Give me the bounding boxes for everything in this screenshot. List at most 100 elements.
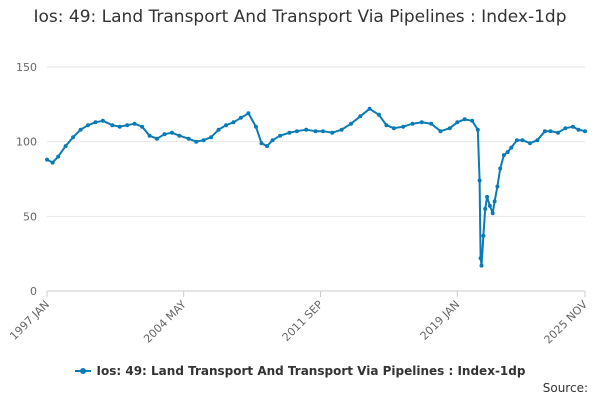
data-point[interactable] bbox=[505, 150, 510, 155]
data-point[interactable] bbox=[481, 233, 486, 238]
data-point[interactable] bbox=[253, 124, 258, 129]
data-point[interactable] bbox=[63, 144, 68, 149]
data-point[interactable] bbox=[576, 127, 581, 132]
data-point[interactable] bbox=[224, 123, 228, 128]
data-point[interactable] bbox=[155, 136, 159, 141]
data-point[interactable] bbox=[125, 123, 130, 128]
data-point[interactable] bbox=[169, 130, 174, 135]
data-point[interactable] bbox=[548, 129, 553, 134]
data-point[interactable] bbox=[86, 123, 90, 128]
data-point[interactable] bbox=[376, 112, 381, 117]
data-point[interactable] bbox=[56, 154, 61, 159]
y-tick-label: 0 bbox=[30, 285, 37, 298]
data-point[interactable] bbox=[583, 129, 587, 134]
data-point[interactable] bbox=[492, 199, 497, 204]
y-tick-label: 50 bbox=[23, 210, 37, 223]
chart-title: Ios: 49: Land Transport And Transport Vi… bbox=[33, 7, 567, 27]
x-tick-label: 2004 MAY bbox=[141, 298, 189, 346]
data-point[interactable] bbox=[147, 133, 152, 138]
data-point[interactable] bbox=[475, 127, 480, 132]
data-point[interactable] bbox=[462, 117, 467, 122]
data-point[interactable] bbox=[477, 178, 482, 183]
data-point[interactable] bbox=[485, 194, 490, 199]
x-tick-label: 1997 JAN bbox=[7, 298, 52, 343]
data-point[interactable] bbox=[50, 160, 55, 165]
data-point[interactable] bbox=[391, 126, 396, 131]
legend[interactable]: Ios: 49: Land Transport And Transport Vi… bbox=[0, 364, 600, 379]
data-point[interactable] bbox=[110, 123, 115, 128]
data-point[interactable] bbox=[238, 115, 243, 120]
data-point[interactable] bbox=[478, 256, 483, 261]
data-point[interactable] bbox=[470, 118, 475, 123]
data-point[interactable] bbox=[304, 127, 309, 132]
data-point[interactable] bbox=[563, 126, 568, 131]
data-point[interactable] bbox=[455, 120, 460, 125]
data-point[interactable] bbox=[384, 123, 389, 128]
data-point[interactable] bbox=[487, 203, 492, 208]
data-point[interactable] bbox=[542, 129, 547, 134]
data-point[interactable] bbox=[100, 118, 105, 123]
data-point[interactable] bbox=[194, 139, 199, 144]
data-point[interactable] bbox=[287, 130, 292, 135]
y-tick-label: 100 bbox=[16, 136, 37, 149]
data-point[interactable] bbox=[278, 133, 283, 138]
series-layer bbox=[45, 106, 587, 268]
data-point[interactable] bbox=[429, 121, 434, 126]
x-tick-label: 2025 NOV bbox=[542, 298, 591, 347]
data-point[interactable] bbox=[410, 121, 415, 126]
data-point[interactable] bbox=[556, 130, 560, 135]
data-point[interactable] bbox=[140, 124, 145, 129]
data-point[interactable] bbox=[438, 129, 443, 134]
data-point[interactable] bbox=[321, 129, 325, 134]
data-point[interactable] bbox=[339, 127, 344, 132]
data-point[interactable] bbox=[447, 126, 452, 131]
data-point[interactable] bbox=[401, 124, 406, 129]
data-point[interactable] bbox=[419, 120, 424, 125]
data-point[interactable] bbox=[78, 127, 83, 132]
y-tick-label: 150 bbox=[16, 61, 37, 74]
data-point[interactable] bbox=[520, 138, 525, 143]
data-point[interactable] bbox=[259, 141, 264, 146]
data-point[interactable] bbox=[367, 106, 372, 111]
data-point[interactable] bbox=[216, 127, 221, 132]
legend-swatch-icon bbox=[74, 366, 91, 376]
data-point[interactable] bbox=[479, 263, 484, 268]
data-point[interactable] bbox=[177, 133, 182, 138]
data-point[interactable] bbox=[535, 138, 540, 143]
data-point[interactable] bbox=[490, 211, 495, 216]
data-point[interactable] bbox=[501, 153, 506, 158]
data-point[interactable] bbox=[509, 145, 514, 150]
data-point[interactable] bbox=[349, 121, 353, 126]
data-point[interactable] bbox=[117, 124, 122, 129]
data-point[interactable] bbox=[231, 120, 236, 125]
data-point[interactable] bbox=[270, 138, 275, 143]
data-point[interactable] bbox=[186, 136, 191, 141]
data-point[interactable] bbox=[201, 138, 206, 143]
data-point[interactable] bbox=[514, 138, 519, 143]
data-point[interactable] bbox=[528, 141, 532, 146]
data-point[interactable] bbox=[246, 111, 251, 116]
y-axis-tick-labels: 0 50 100 150 bbox=[16, 61, 37, 298]
data-point[interactable] bbox=[162, 132, 167, 137]
data-point[interactable] bbox=[265, 144, 269, 149]
data-point[interactable] bbox=[483, 206, 488, 211]
data-point[interactable] bbox=[132, 121, 137, 126]
x-axis-tick-labels: 1997 JAN 2004 MAY 2011 SEP 2019 JAN 2025 NOV bbox=[7, 291, 590, 347]
data-point[interactable] bbox=[358, 114, 363, 119]
data-point[interactable] bbox=[498, 166, 503, 171]
x-tick-label: 2011 SEP bbox=[280, 298, 326, 344]
source-label: Source: bbox=[542, 381, 588, 395]
data-point[interactable] bbox=[45, 157, 49, 162]
data-point[interactable] bbox=[93, 120, 98, 125]
grid-lines bbox=[47, 66, 585, 217]
data-point[interactable] bbox=[570, 124, 575, 129]
data-point[interactable] bbox=[209, 135, 214, 140]
data-point[interactable] bbox=[71, 135, 76, 140]
data-point[interactable] bbox=[330, 130, 335, 135]
data-point[interactable] bbox=[294, 129, 299, 134]
legend-label: Ios: 49: Land Transport And Transport Vi… bbox=[96, 364, 526, 378]
x-tick-label: 2019 JAN bbox=[418, 298, 463, 343]
data-point[interactable] bbox=[495, 184, 500, 189]
data-point[interactable] bbox=[313, 129, 318, 134]
